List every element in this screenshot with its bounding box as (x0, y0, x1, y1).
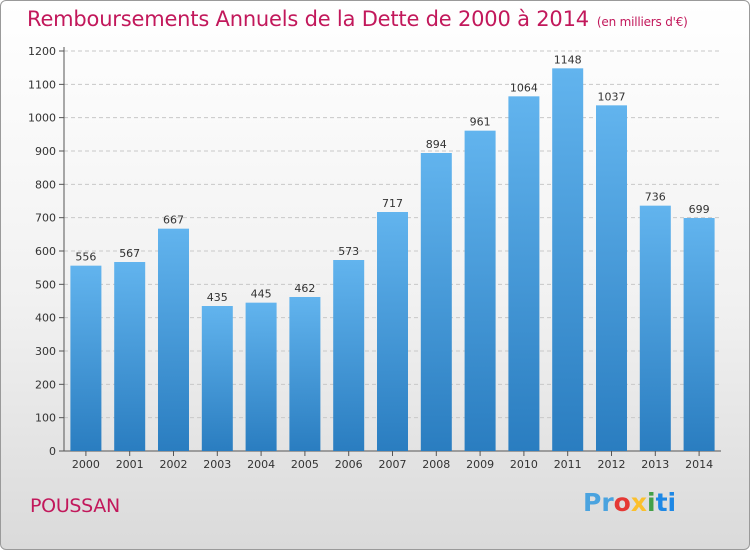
x-tick-label: 2010 (510, 458, 538, 471)
bar (508, 96, 540, 451)
bar (245, 302, 277, 451)
y-tick-label: 900 (35, 145, 56, 158)
y-tick-label: 1000 (28, 112, 56, 125)
x-tick-label: 2009 (466, 458, 494, 471)
data-label: 961 (470, 116, 491, 129)
data-label: 1064 (510, 81, 538, 94)
bar (70, 265, 102, 451)
data-label: 567 (119, 247, 140, 260)
y-tick-label: 100 (35, 412, 56, 425)
y-tick-label: 1200 (28, 45, 56, 58)
x-tick-label: 2014 (685, 458, 713, 471)
bar (552, 68, 584, 451)
bar (201, 306, 233, 451)
x-tick-label: 2008 (422, 458, 450, 471)
data-label: 1148 (554, 53, 582, 66)
bar (596, 105, 627, 451)
proxiti-logo: Proxiti (583, 488, 677, 517)
x-tick-label: 2003 (203, 458, 231, 471)
y-tick-label: 1100 (28, 78, 56, 91)
x-tick-label: 2002 (160, 458, 188, 471)
data-label: 435 (207, 291, 228, 304)
y-tick-label: 800 (35, 178, 56, 191)
y-tick-label: 300 (35, 345, 56, 358)
x-tick-label: 2006 (335, 458, 363, 471)
data-label: 894 (426, 138, 447, 151)
x-tick-label: 2011 (554, 458, 582, 471)
x-tick-label: 2012 (598, 458, 626, 471)
data-label: 736 (645, 191, 666, 204)
bar (289, 297, 321, 451)
x-tick-label: 2004 (247, 458, 275, 471)
chart-title: Remboursements Annuels de la Dette de 20… (27, 7, 688, 31)
bar (639, 205, 671, 451)
data-label: 462 (294, 282, 315, 295)
y-tick-label: 400 (35, 312, 56, 325)
data-label: 699 (689, 203, 710, 216)
data-label: 717 (382, 197, 403, 210)
location-label: POUSSAN (30, 495, 120, 517)
x-tick-label: 2005 (291, 458, 319, 471)
bar (114, 262, 146, 451)
data-label: 445 (251, 288, 272, 301)
y-tick-label: 600 (35, 245, 56, 258)
y-tick-label: 700 (35, 212, 56, 225)
bar (683, 218, 715, 451)
bar (464, 130, 496, 451)
data-label: 573 (338, 245, 359, 258)
x-tick-label: 2013 (641, 458, 669, 471)
bar (333, 260, 365, 451)
x-tick-label: 2007 (379, 458, 407, 471)
data-label: 1037 (598, 90, 626, 103)
y-tick-label: 0 (49, 445, 56, 458)
y-tick-label: 200 (35, 378, 56, 391)
data-label: 667 (163, 214, 184, 227)
data-label: 556 (75, 251, 96, 264)
bar (420, 153, 452, 451)
x-tick-label: 2000 (72, 458, 100, 471)
bar (377, 212, 408, 451)
y-tick-label: 500 (35, 278, 56, 291)
chart-title-text: Remboursements Annuels de la Dette de 20… (27, 7, 589, 31)
x-tick-label: 2001 (116, 458, 144, 471)
bar (158, 228, 189, 451)
unit-label: (en milliers d'€) (596, 15, 688, 29)
